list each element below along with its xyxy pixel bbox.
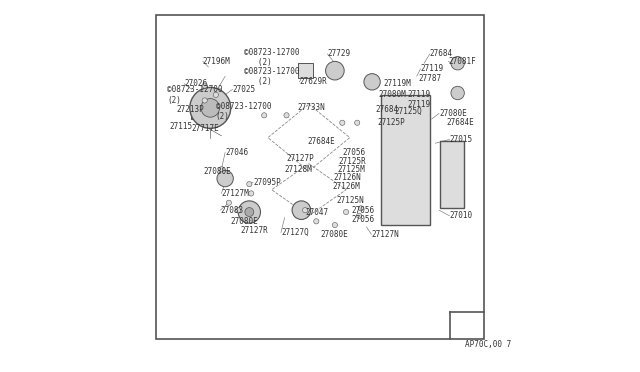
Text: 27056: 27056 (342, 148, 365, 157)
Text: 27125P: 27125P (378, 118, 405, 127)
Circle shape (364, 74, 380, 90)
Circle shape (190, 87, 230, 128)
Text: 27056: 27056 (351, 206, 375, 215)
Circle shape (202, 98, 207, 103)
Text: 27047: 27047 (305, 208, 328, 217)
Circle shape (358, 206, 364, 211)
Circle shape (213, 92, 218, 97)
Text: 27056: 27056 (351, 215, 375, 224)
Text: 27213P: 27213P (177, 105, 205, 114)
Text: 27684E: 27684E (307, 137, 335, 146)
Text: 27787: 27787 (419, 74, 442, 83)
Text: 27125M: 27125M (338, 165, 365, 174)
Text: 27127M: 27127M (221, 189, 249, 198)
Text: 27684: 27684 (429, 49, 453, 58)
Circle shape (245, 208, 254, 217)
Text: 27115: 27115 (170, 122, 193, 131)
Text: 27080E: 27080E (439, 109, 467, 118)
Text: 27127P: 27127P (287, 154, 314, 163)
Text: 27080E: 27080E (231, 217, 259, 226)
Text: 27126N: 27126N (333, 173, 361, 182)
Text: 27729: 27729 (328, 49, 351, 58)
Text: 27081F: 27081F (449, 57, 476, 66)
Bar (156, 15, 484, 339)
Text: 27015: 27015 (449, 135, 472, 144)
Text: 27125Q: 27125Q (394, 107, 422, 116)
Text: 27127R: 27127R (240, 226, 268, 235)
Circle shape (340, 120, 345, 125)
Circle shape (292, 201, 310, 219)
Text: 27127Q: 27127Q (281, 228, 308, 237)
Circle shape (326, 61, 344, 80)
Bar (381, 95, 429, 225)
Text: ©08723-12700
   (2): ©08723-12700 (2) (244, 48, 300, 67)
Text: 27046: 27046 (225, 148, 248, 157)
Text: 27080M: 27080M (379, 90, 406, 99)
Text: 27026: 27026 (184, 79, 207, 88)
Text: ©08723-12700
   (2): ©08723-12700 (2) (244, 67, 300, 86)
Circle shape (303, 208, 308, 213)
Circle shape (219, 167, 224, 172)
Text: 27128M: 27128M (285, 165, 312, 174)
Text: 27095P: 27095P (253, 178, 281, 187)
Text: 27196M: 27196M (203, 57, 230, 66)
Text: 27083: 27083 (220, 206, 243, 215)
Circle shape (344, 209, 349, 215)
Circle shape (238, 201, 260, 223)
Text: 27733N: 27733N (298, 103, 325, 112)
Circle shape (202, 83, 207, 88)
Circle shape (356, 213, 362, 218)
Text: ©08723-12700
(2): ©08723-12700 (2) (216, 102, 271, 121)
Text: 27119: 27119 (408, 100, 431, 109)
Circle shape (201, 99, 220, 117)
Circle shape (314, 219, 319, 224)
Circle shape (284, 113, 289, 118)
Text: 27119: 27119 (420, 64, 444, 73)
Text: 27125R: 27125R (339, 157, 366, 166)
Circle shape (262, 113, 267, 118)
Circle shape (451, 86, 465, 100)
Text: 27126M: 27126M (332, 182, 360, 190)
Text: 27629R: 27629R (300, 77, 327, 86)
Bar (191, 100, 219, 119)
Circle shape (236, 208, 241, 213)
Text: 27125N: 27125N (337, 196, 365, 205)
Text: 27684: 27684 (375, 105, 398, 114)
Text: 27119M: 27119M (383, 79, 411, 88)
Circle shape (355, 120, 360, 125)
Bar (298, 63, 312, 78)
Circle shape (248, 191, 254, 196)
Text: 27717E: 27717E (191, 124, 220, 133)
Circle shape (217, 170, 234, 187)
Text: 27080E: 27080E (320, 230, 348, 239)
Circle shape (227, 200, 232, 205)
Bar (440, 141, 464, 208)
Text: 27119: 27119 (408, 90, 431, 99)
Circle shape (332, 222, 337, 228)
Text: AP70C,00 7: AP70C,00 7 (465, 340, 511, 349)
Text: 27080E: 27080E (204, 167, 232, 176)
Text: 27684E: 27684E (447, 118, 474, 127)
Text: 27010: 27010 (449, 211, 472, 220)
Text: 27127N: 27127N (371, 230, 399, 239)
Text: ©08723-12700
(2): ©08723-12700 (2) (168, 85, 223, 105)
Text: 27025: 27025 (232, 85, 256, 94)
Circle shape (246, 182, 252, 187)
Circle shape (451, 57, 465, 70)
